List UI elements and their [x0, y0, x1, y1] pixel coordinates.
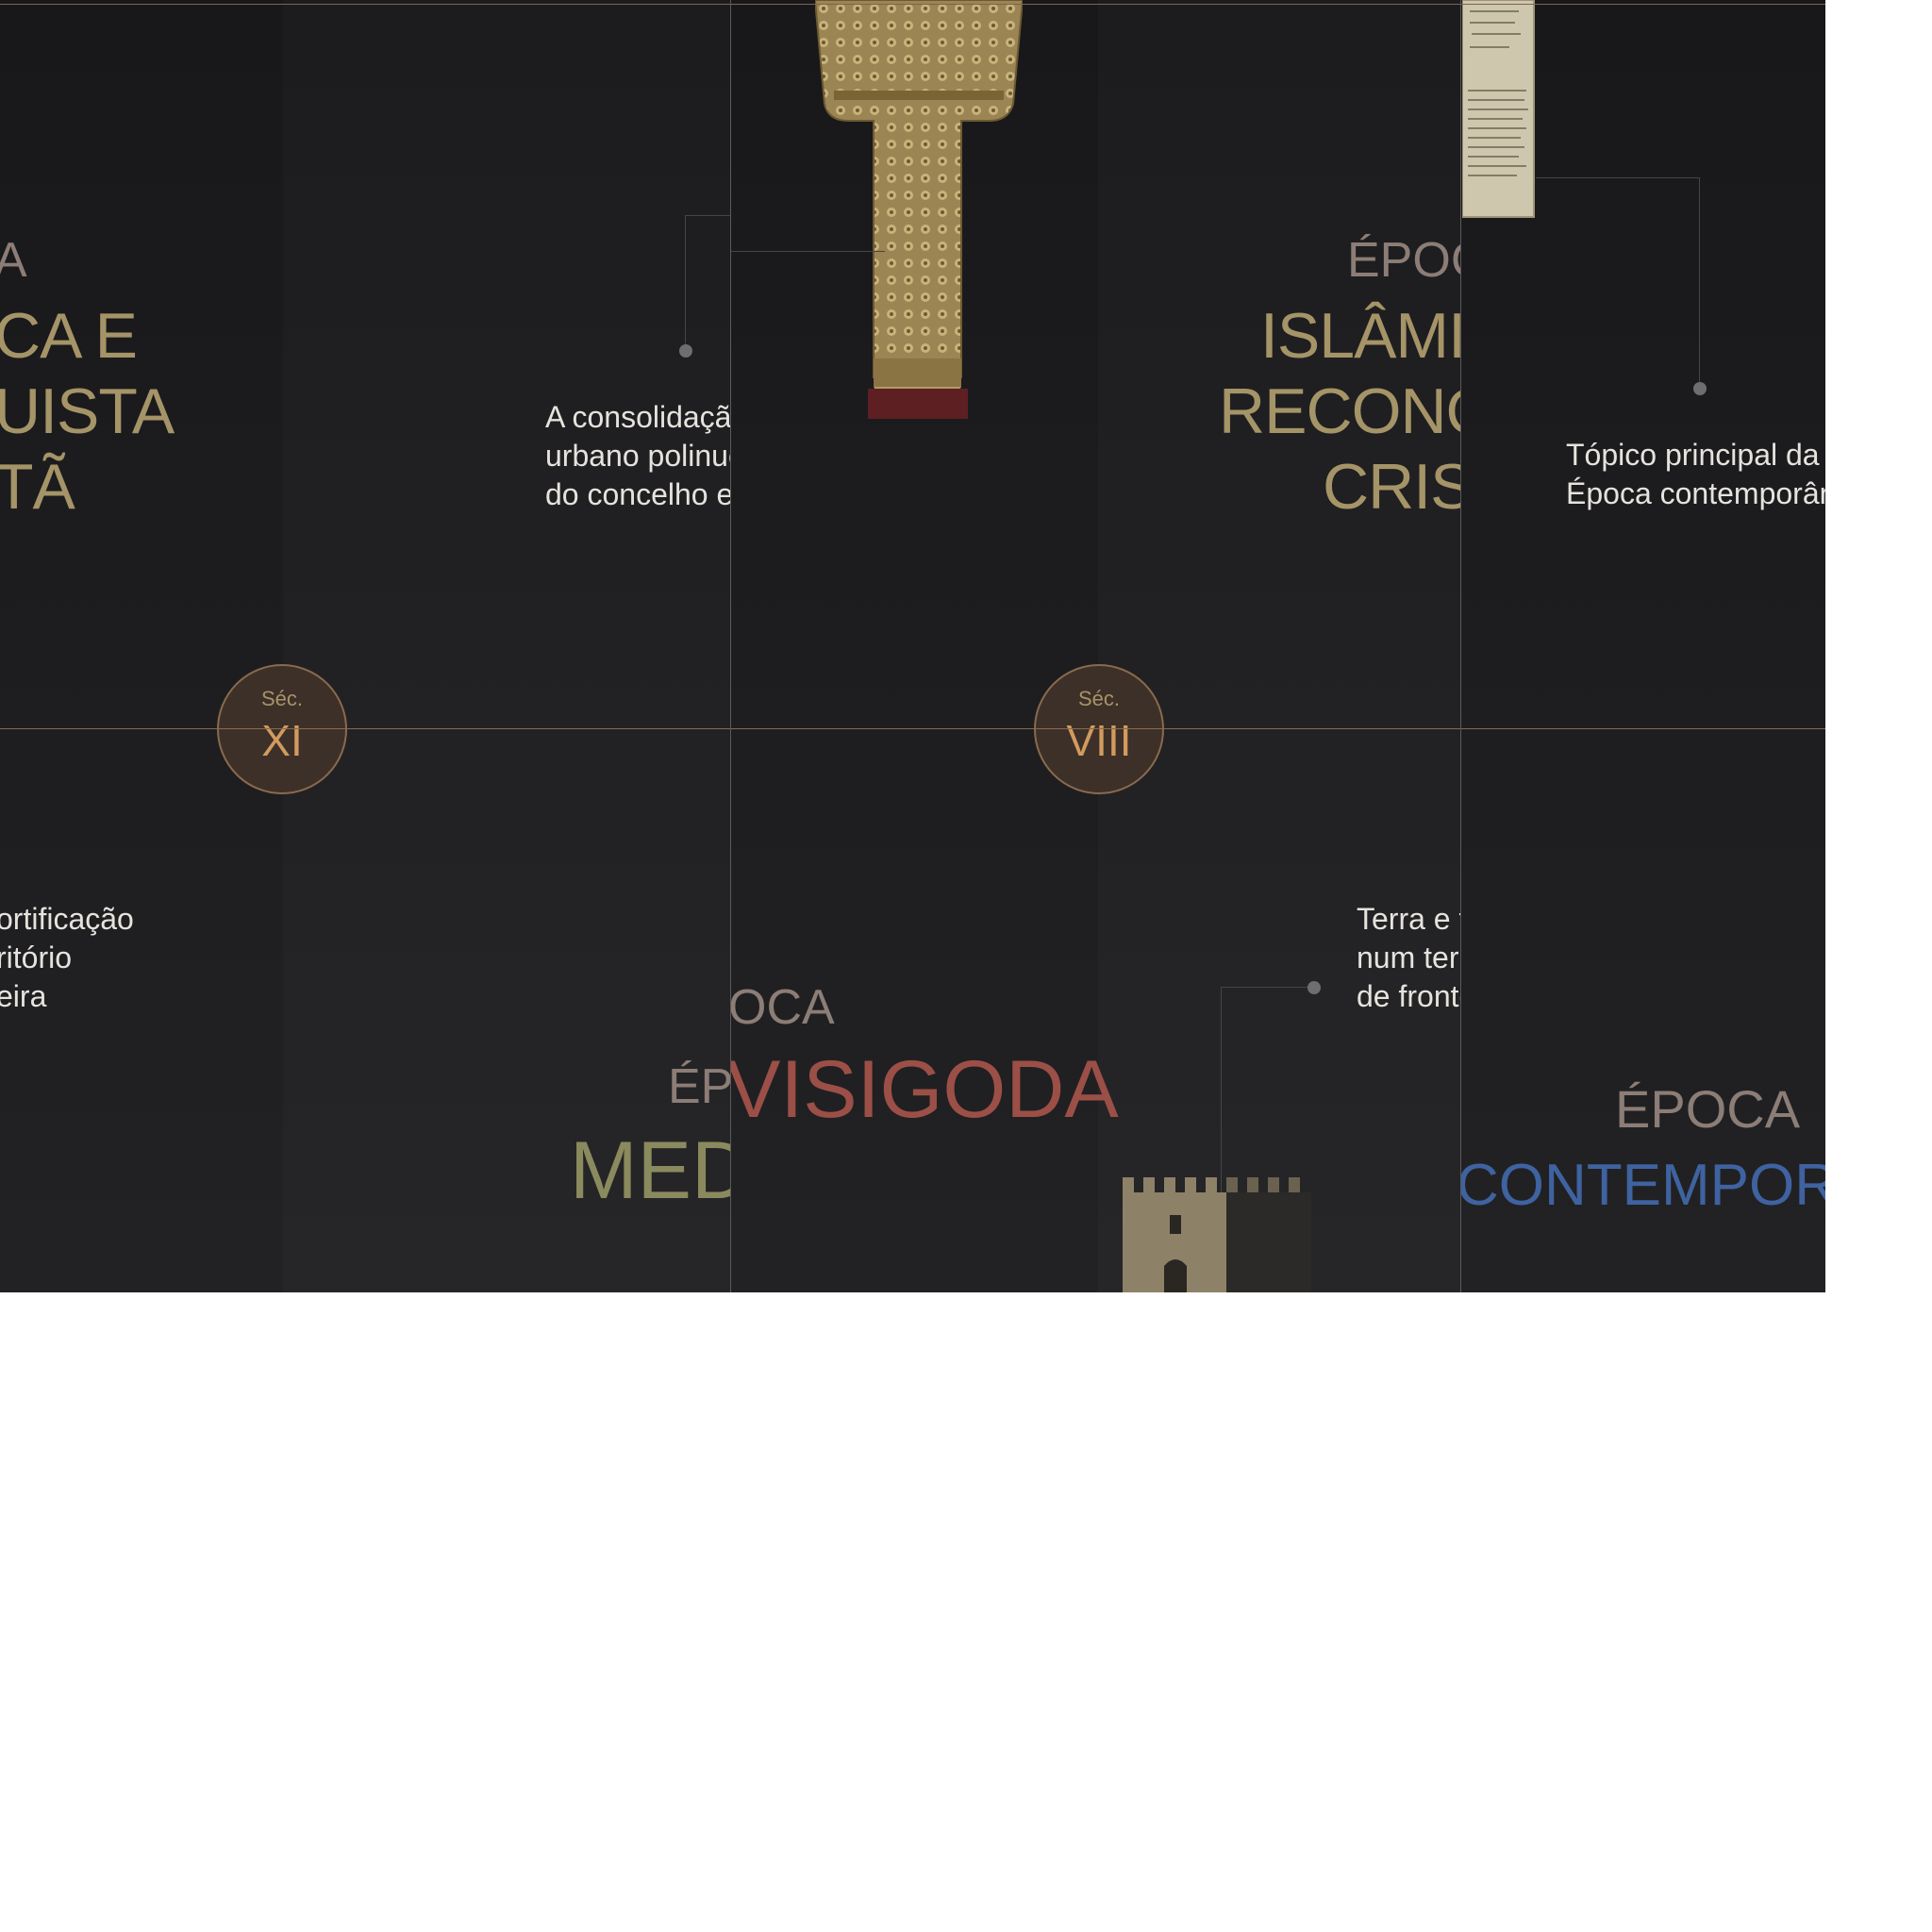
- century-number: XI: [261, 716, 303, 765]
- epoch-label: ÉPOC: [1347, 233, 1460, 288]
- topic-text-fortification: ortificação ritório eira: [0, 900, 134, 1016]
- topic-text-frontier: Terra e fo num terri de fronte: [1357, 900, 1460, 1016]
- manuscript-image: [1462, 0, 1535, 218]
- topic-line: A consolidação: [545, 400, 730, 434]
- panel-islamic-reconquest-left: A CA E UISTA TÃ ortificação ritório eira…: [0, 0, 730, 1292]
- panel-contemporary: Tópico principal da Época contemporâne É…: [1460, 0, 1825, 1292]
- stole-image: [815, 0, 1023, 419]
- century-label: Séc.: [1077, 687, 1121, 710]
- panel-divider: [730, 0, 731, 1292]
- topic-marker-dot[interactable]: [1693, 382, 1707, 395]
- epoch-label: ÉPOCA: [1615, 1079, 1801, 1139]
- epoch-label-small: ÉP: [668, 1059, 730, 1114]
- century-marker-xi[interactable]: Séc. XI: [217, 664, 347, 794]
- topic-line: Tópico principal da: [1566, 438, 1820, 472]
- panel-shade: [283, 0, 730, 1292]
- topic-line: num terri: [1357, 941, 1460, 974]
- leader-line: [730, 251, 885, 252]
- epoch-title-contemporanea: CONTEMPORÂN: [1460, 1153, 1825, 1218]
- century-label: Séc.: [260, 687, 304, 710]
- epoch-title-line-2: RECONQ: [1219, 375, 1460, 447]
- leader-line: [685, 215, 730, 216]
- epoch-title-line-2: UISTA: [0, 375, 175, 447]
- epoch-title-line-3: TÃ: [0, 451, 75, 523]
- topic-line: de fronte: [1357, 979, 1460, 1013]
- topic-line: ortificação: [0, 902, 134, 936]
- topic-text-consolidation: A consolidação urbano polinucrge do conc…: [545, 398, 730, 514]
- topic-text-contemporary: Tópico principal da Época contemporâne: [1566, 436, 1825, 513]
- century-number: VIII: [1066, 716, 1132, 765]
- timeline-axis: [0, 728, 1825, 729]
- topic-line: Terra e fo: [1357, 902, 1460, 936]
- century-marker-viii[interactable]: Séc. VIII: [1034, 664, 1164, 794]
- leader-line: [1221, 987, 1307, 988]
- epoch-title-line-1: ISLÂMIC: [1260, 300, 1460, 372]
- topic-marker-dot[interactable]: [1307, 981, 1321, 994]
- epoch-title-visigoda: VISIGODA: [730, 1044, 1119, 1135]
- panel-shade: [1098, 0, 1460, 1292]
- topic-line: eira: [0, 979, 47, 1013]
- topic-line: do concelho e episcopal: [545, 477, 730, 511]
- leader-line: [1536, 177, 1700, 178]
- epoch-title-medieval: MED: [570, 1125, 730, 1216]
- epoch-label-small: OCA: [730, 980, 835, 1035]
- epoch-title-line-1: CA E: [0, 300, 138, 372]
- top-border-line: [0, 4, 1825, 5]
- topic-line: urbano polinucrge: [545, 439, 730, 473]
- topic-line: ritório: [0, 941, 73, 974]
- topic-marker-dot[interactable]: [679, 344, 692, 358]
- leader-line: [1221, 987, 1222, 1204]
- leader-line: [685, 215, 686, 349]
- panel-divider: [1460, 0, 1461, 1292]
- topic-line: Época contemporâne: [1566, 476, 1825, 510]
- epoch-label: A: [0, 233, 27, 288]
- castle-tower-image: [1123, 1177, 1311, 1292]
- leader-line: [1699, 177, 1700, 383]
